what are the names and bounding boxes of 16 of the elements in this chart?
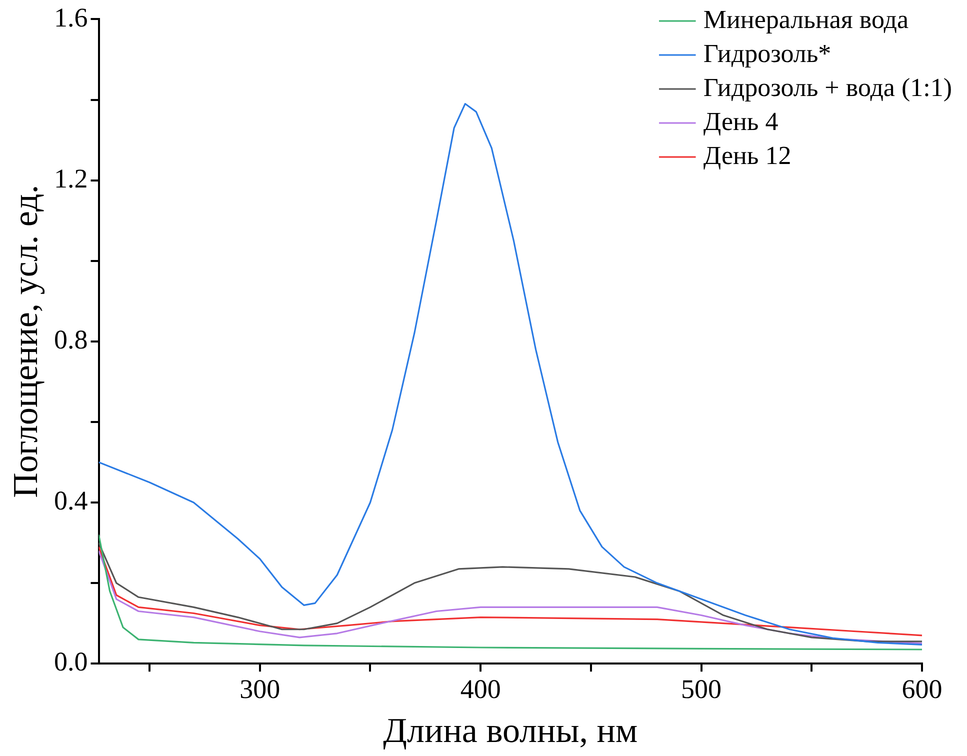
y-tick-label: 1.6 bbox=[54, 2, 88, 32]
x-axis-title: Длина волны, нм bbox=[383, 711, 638, 750]
y-tick-label: 1.2 bbox=[54, 163, 88, 194]
x-tick-label: 300 bbox=[240, 674, 280, 704]
legend-label: Минеральная вода bbox=[703, 4, 909, 34]
x-tick-label: 600 bbox=[902, 674, 942, 704]
legend-label: День 12 bbox=[703, 140, 792, 170]
y-tick-label: 0.8 bbox=[54, 324, 88, 354]
y-axis-title: Поглощение, усл. ед. bbox=[6, 184, 46, 498]
legend-label: Гидрозоль + вода (1:1) bbox=[703, 72, 952, 102]
y-tick-label: 0.0 bbox=[54, 646, 88, 677]
legend-label: День 4 bbox=[703, 106, 778, 136]
y-tick-label: 0.4 bbox=[54, 486, 88, 516]
legend-label: Гидрозоль* bbox=[703, 38, 832, 68]
x-tick-label: 400 bbox=[460, 674, 501, 704]
x-tick-label: 500 bbox=[681, 674, 722, 704]
